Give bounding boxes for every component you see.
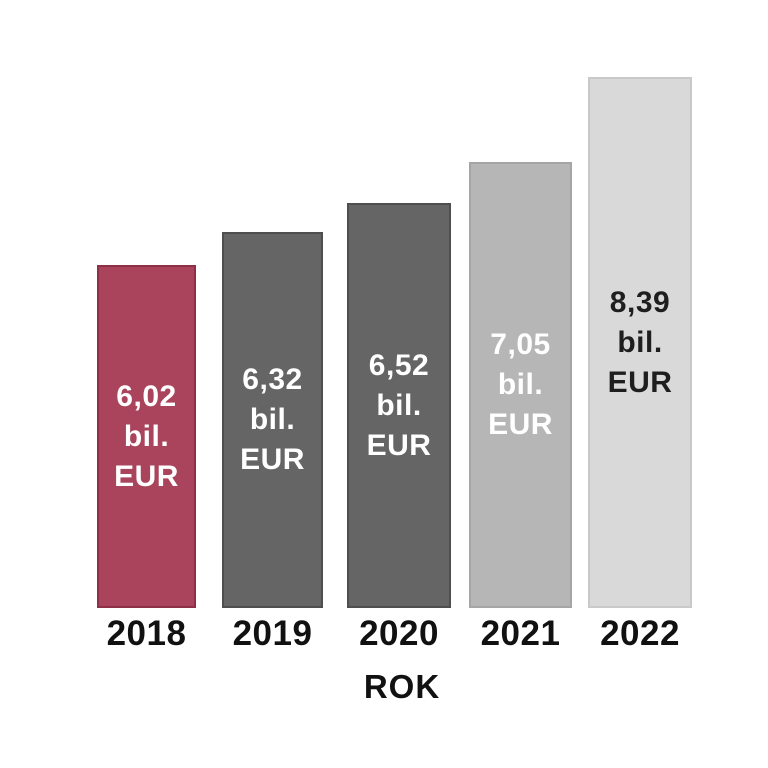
bar-value-label-2018: 6,02 bil. EUR (114, 377, 179, 497)
unit-line-2022: bil. (617, 325, 663, 359)
currency-line-2022: EUR (607, 365, 673, 399)
bar-2020: 6,52 bil. EUR (347, 203, 451, 608)
bar-value-label-2020: 6,52 bil. EUR (367, 346, 432, 466)
value-line-2022: 8,39 (609, 285, 671, 319)
value-line-2021: 7,05 (490, 328, 551, 361)
currency-line-2020: EUR (366, 428, 432, 462)
x-tick-label-2018: 2018 (106, 614, 187, 653)
unit-line-2018: bil. (123, 419, 170, 453)
unit-line-2019: bil. (249, 403, 296, 436)
unit-line-2021: bil. (497, 368, 544, 401)
bar-value-label-2019: 6,32 bil. EUR (240, 360, 305, 480)
currency-line-2021: EUR (488, 408, 553, 441)
bar-2021: 7,05 bil. EUR (469, 162, 572, 608)
value-line-2019: 6,32 (242, 363, 303, 396)
bar-2019: 6,32 bil. EUR (222, 232, 323, 608)
x-tick-label-2020: 2020 (359, 614, 439, 653)
x-tick-label-2022: 2022 (600, 614, 680, 653)
x-tick-label-2021: 2021 (480, 614, 561, 653)
value-line-2018: 6,02 (116, 379, 177, 413)
unit-line-2020: bil. (376, 388, 422, 422)
x-tick-label-2019: 2019 (232, 614, 313, 653)
x-axis-title: ROK (363, 668, 441, 705)
bar-value-label-2021: 7,05 bil. EUR (488, 325, 553, 445)
bar-2022: 8,39 bil. EUR (588, 77, 692, 608)
currency-line-2018: EUR (114, 459, 179, 493)
value-line-2020: 6,52 (368, 348, 430, 382)
bar-value-label-2022: 8,39 bil. EUR (608, 283, 673, 403)
bar-2018: 6,02 bil. EUR (97, 265, 196, 608)
currency-line-2019: EUR (240, 443, 305, 476)
